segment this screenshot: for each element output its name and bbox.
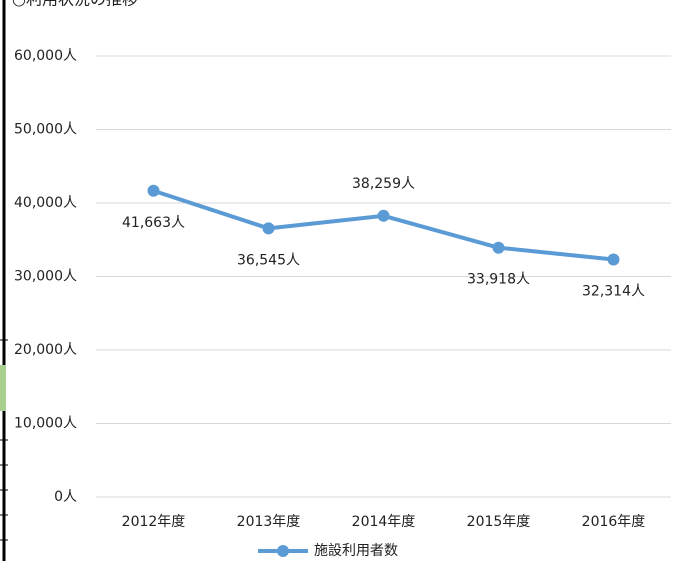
table-fragment	[0, 365, 6, 411]
data-label: 32,314人	[582, 283, 645, 299]
y-tick-label: 10,000人	[14, 416, 77, 432]
marker	[377, 209, 390, 222]
y-tick-label: 0人	[54, 489, 77, 505]
y-tick-label: 50,000人	[14, 122, 77, 138]
y-tick-label: 60,000人	[14, 48, 77, 64]
data-label: 36,545人	[237, 252, 300, 268]
data-label: 41,663人	[122, 215, 185, 231]
marker	[262, 222, 275, 235]
x-tick-label: 2015年度	[467, 514, 531, 530]
marker	[147, 184, 160, 197]
chart-title: ○利用状況の推移	[12, 0, 138, 9]
legend-label: 施設利用者数	[314, 543, 398, 559]
x-tick-label: 2013年度	[237, 514, 301, 530]
marker	[492, 241, 505, 254]
data-label: 38,259人	[352, 176, 415, 192]
marker	[607, 253, 620, 266]
line	[152, 188, 614, 262]
y-tick-label: 40,000人	[14, 195, 77, 211]
x-tick-label: 2012年度	[122, 514, 186, 530]
y-tick-label: 20,000人	[14, 342, 77, 358]
x-tick-label: 2014年度	[352, 514, 416, 530]
data-label: 33,918人	[467, 272, 530, 288]
legend-marker	[277, 545, 289, 557]
x-tick-label: 2016年度	[582, 514, 646, 530]
y-tick-label: 30,000人	[14, 269, 77, 285]
